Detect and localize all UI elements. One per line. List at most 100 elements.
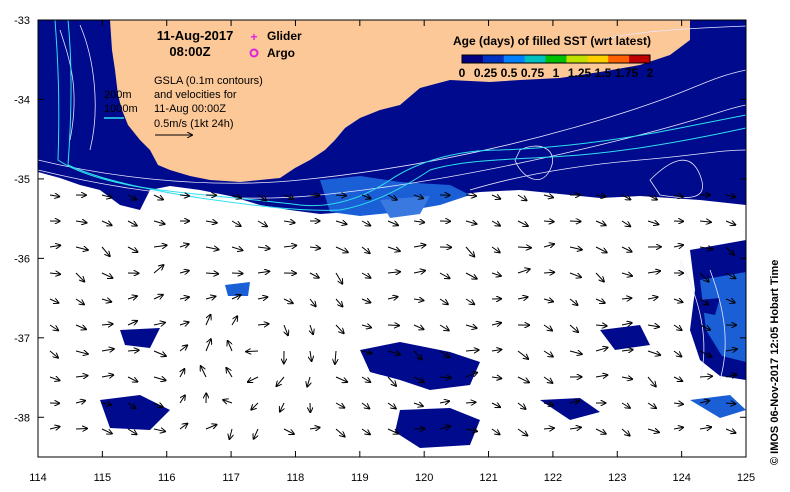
velocity-arrow (517, 247, 531, 248)
velocity-arrow (153, 403, 163, 407)
velocity-arrow (127, 321, 137, 325)
velocity-arrow (673, 195, 683, 197)
velocity-arrow (361, 195, 371, 198)
velocity-arrow (283, 245, 296, 247)
velocity-arrow (101, 221, 112, 225)
colorbar-tick-label: 0.5 (501, 66, 518, 80)
velocity-arrow (439, 377, 451, 378)
velocity-arrow (517, 297, 528, 299)
gsla-note: GSLA (0.1m contours) and velocities for … (154, 75, 263, 135)
velocity-arrow (361, 221, 370, 226)
velocity-arrow (595, 272, 604, 282)
velocity-arrow (309, 272, 319, 278)
velocity-arrow (621, 220, 630, 226)
velocity-arrow (179, 345, 187, 352)
velocity-arrow (361, 246, 370, 253)
velocity-arrow (621, 273, 632, 276)
colorbar-segment (566, 55, 588, 63)
velocity-arrow (595, 195, 606, 197)
velocity-arrow (569, 298, 578, 305)
velocity-arrow (361, 402, 369, 408)
velocity-arrow (310, 350, 312, 361)
velocity-arrow (569, 401, 579, 403)
x-tick-label: 114 (29, 472, 47, 484)
y-tick-label: -36 (14, 253, 30, 265)
velocity-arrow (180, 369, 184, 378)
colorbar-segment (482, 55, 505, 63)
velocity-arrow (361, 428, 370, 434)
velocity-arrow (257, 297, 267, 299)
velocity-arrow (101, 299, 111, 302)
velocity-arrow (647, 376, 656, 386)
gsla-note-line: GSLA (0.1m contours) (154, 75, 263, 87)
velocity-arrow (569, 324, 578, 332)
velocity-arrow (251, 402, 259, 410)
x-tick-label: 117 (222, 472, 240, 484)
x-tick-label: 125 (737, 472, 755, 484)
velocity-arrow (75, 272, 84, 281)
x-tick-label: 115 (94, 472, 112, 484)
isobath-lines (54, 20, 746, 211)
colorbar-tick-label: 1.75 (615, 66, 639, 80)
velocity-arrow (465, 195, 476, 196)
velocity-arrow (673, 427, 683, 429)
velocity-arrow (517, 269, 530, 273)
x-tick-label: 119 (351, 472, 369, 484)
velocity-arrow (335, 350, 336, 364)
velocity-arrow (229, 428, 232, 439)
velocity-arrow (465, 402, 475, 403)
velocity-arrow (335, 272, 342, 284)
velocity-arrow (413, 271, 425, 273)
velocity-arrow (465, 272, 477, 279)
velocity-arrow (699, 350, 711, 357)
velocity-arrow (223, 400, 233, 403)
velocity-arrow (725, 272, 735, 278)
velocity-arrow (387, 428, 398, 434)
velocity-arrow (647, 325, 659, 327)
legend-argo-label: Argo (267, 46, 295, 60)
velocity-arrow (517, 220, 528, 226)
legend-argo: Argo (249, 46, 295, 60)
velocity-arrow (673, 245, 683, 247)
velocity-arrow (335, 298, 342, 306)
velocity-arrow (228, 341, 233, 352)
velocity-arrow (335, 221, 347, 224)
y-axis-labels: -33 -34 -35 -36 -37 -38 (14, 15, 30, 424)
velocity-arrow (49, 377, 60, 380)
velocity-arrow (254, 428, 259, 439)
velocity-arrow (335, 428, 345, 437)
velocity-arrow (283, 299, 293, 303)
sst-south-patch (540, 398, 600, 420)
velocity-arrow (335, 246, 348, 252)
velocity-arrow (335, 376, 347, 382)
argo-icon (249, 48, 259, 58)
velocity-arrow (413, 350, 422, 360)
gsla-note-line: 11-Aug 00:00Z (154, 103, 226, 115)
velocity-arrow (101, 246, 110, 256)
velocity-arrow (725, 246, 734, 255)
imos-credit: © IMOS 06-Nov-2017 12:05 Hobart Time (769, 260, 781, 465)
velocity-arrow (127, 402, 136, 408)
velocity-arrow (201, 366, 207, 378)
velocity-arrow (49, 273, 60, 274)
colorbar-segment (545, 55, 567, 63)
x-tick-label: 120 (415, 472, 433, 484)
x-tick-label: 122 (544, 472, 562, 484)
sst-south-patch (600, 325, 650, 350)
velocity-arrow (205, 247, 218, 250)
sst-south-patch (120, 328, 160, 348)
velocity-arrow (699, 324, 710, 330)
velocity-arrow (465, 429, 477, 431)
velocity-arrow (673, 299, 682, 302)
velocity-arrow (543, 403, 553, 405)
velocity-arrow (75, 324, 86, 329)
velocity-arrow (517, 428, 527, 436)
velocity-arrow (309, 298, 316, 306)
velocity-arrow (361, 272, 370, 278)
velocity-arrow (569, 247, 582, 250)
colorbar (461, 54, 651, 64)
axis-ticks (37, 19, 747, 457)
velocity-arrow (491, 221, 500, 226)
velocity-arrow (491, 246, 500, 252)
velocity-arrow (309, 428, 320, 429)
